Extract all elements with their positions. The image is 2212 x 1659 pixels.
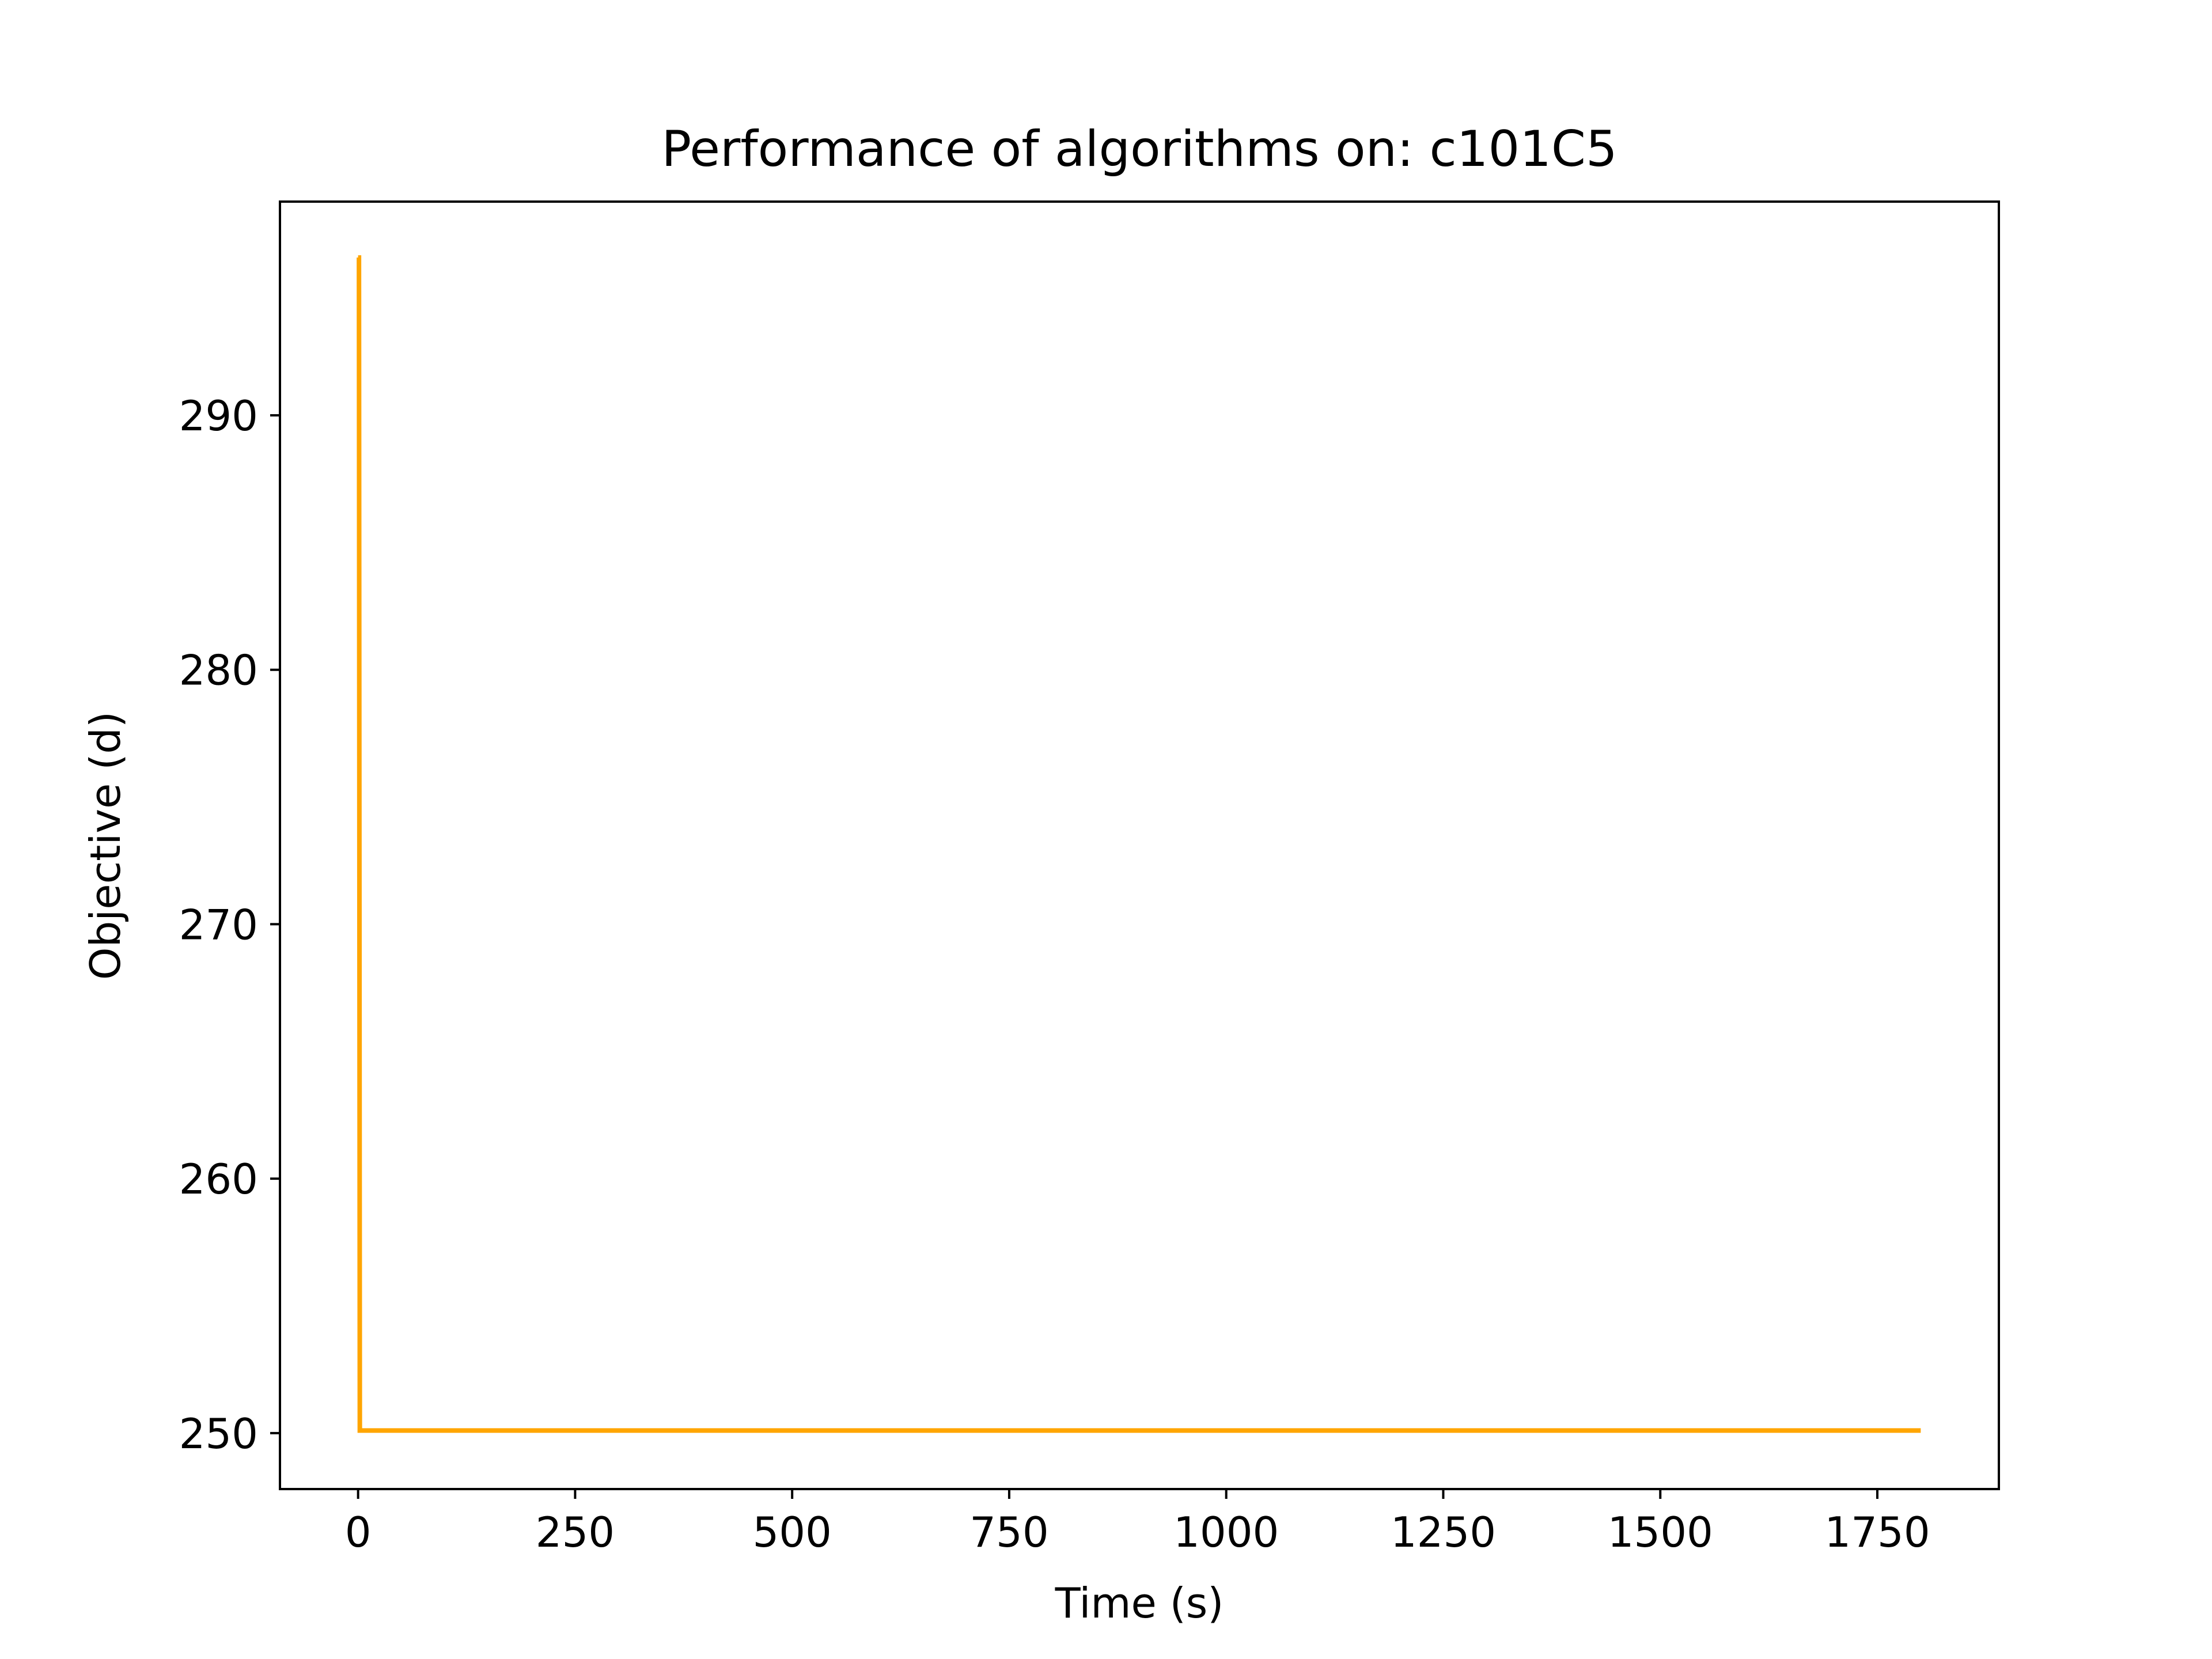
series-line-0 [357, 255, 1921, 1433]
x-tick-label: 500 [752, 1508, 831, 1556]
plot-frame [279, 200, 2000, 1490]
x-axis-label: Time (s) [1055, 1579, 1224, 1627]
chart-title: Performance of algorithms on: c101C5 [661, 120, 1617, 178]
y-tick-label: 280 [179, 646, 258, 695]
series-layer [357, 255, 1921, 1433]
x-tick-label: 0 [345, 1508, 372, 1556]
y-tick-label: 250 [179, 1410, 258, 1458]
x-tick-label: 250 [536, 1508, 615, 1556]
y-tick-label: 290 [179, 392, 258, 440]
y-axis-ticks: 250 260 270 280 290 [179, 392, 280, 1458]
x-tick-label: 750 [969, 1508, 1048, 1556]
y-tick-label: 260 [179, 1155, 258, 1203]
x-axis-ticks: 0 250 500 750 1000 1250 1500 1750 [345, 1489, 1930, 1556]
y-tick-label: 270 [179, 900, 258, 949]
x-tick-label: 1500 [1608, 1508, 1713, 1556]
y-axis-label: Objective (d) [81, 711, 130, 980]
x-tick-label: 1250 [1391, 1508, 1496, 1556]
x-tick-label: 1750 [1824, 1508, 1930, 1556]
x-tick-label: 1000 [1173, 1508, 1279, 1556]
